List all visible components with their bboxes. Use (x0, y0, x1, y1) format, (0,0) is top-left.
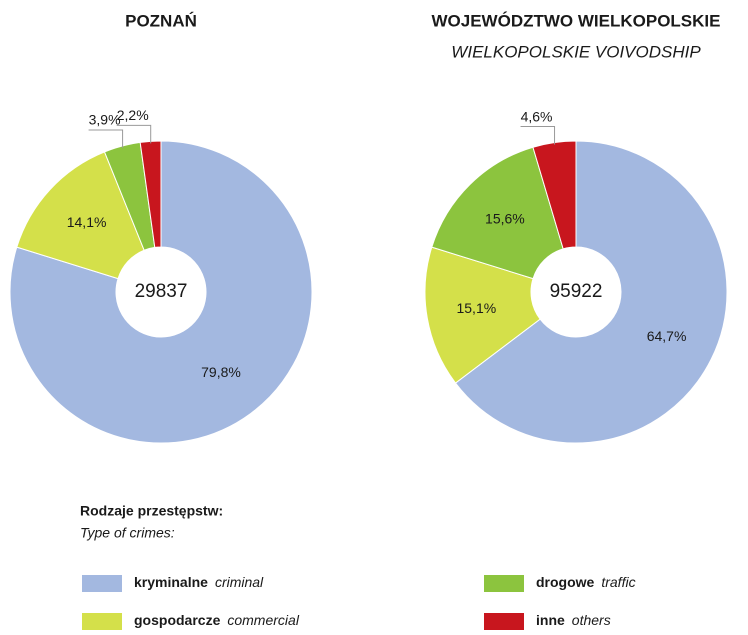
legend-name: inne (536, 612, 565, 628)
legend-translation: traffic (601, 574, 635, 590)
leader-line (520, 126, 556, 145)
value-label: 3,9% (89, 112, 121, 128)
legend-subtitle: Type of crimes: (80, 525, 175, 541)
chart-title: WOJEWÓDZTWO WIELKOPOLSKIE (432, 11, 721, 30)
slice (139, 140, 162, 248)
total-label: 95922 (550, 281, 603, 302)
legend-name: kryminalne (134, 574, 208, 590)
legend-name: gospodarcze (134, 612, 221, 628)
slice (454, 140, 728, 444)
legend-label: drogowe traffic (536, 574, 636, 590)
value-label: 15,1% (456, 300, 496, 316)
legend-swatch (82, 575, 122, 592)
leader-line (116, 124, 152, 144)
value-label: 64,7% (647, 328, 687, 344)
value-label: 14,1% (67, 214, 107, 230)
chart-subtitle: WIELKOPOLSKIE VOIVODSHIP (451, 42, 701, 61)
legend-label: inne others (536, 612, 611, 628)
value-label: 79,8% (201, 364, 241, 380)
legend-translation: commercial (227, 612, 299, 628)
slice (424, 246, 541, 384)
slice (16, 151, 145, 280)
chart-title: POZNAŃ (125, 11, 197, 30)
legend-swatch (82, 613, 122, 630)
legend-title: Rodzaje przestępstw: (80, 503, 223, 519)
legend-translation: others (572, 612, 611, 628)
value-label: 4,6% (521, 108, 553, 124)
leader-line (88, 129, 124, 149)
slice (9, 140, 313, 444)
legend-swatch (484, 613, 524, 630)
slice (532, 140, 577, 250)
total-label: 29837 (135, 281, 188, 302)
slice (431, 146, 564, 280)
legend-label: gospodarcze commercial (134, 612, 300, 628)
value-label: 2,2% (117, 107, 149, 123)
legend-label: kryminalne criminal (134, 574, 264, 590)
value-label: 15,6% (485, 211, 525, 227)
legend-translation: criminal (215, 574, 264, 590)
legend-swatch (484, 575, 524, 592)
legend-name: drogowe (536, 574, 595, 590)
